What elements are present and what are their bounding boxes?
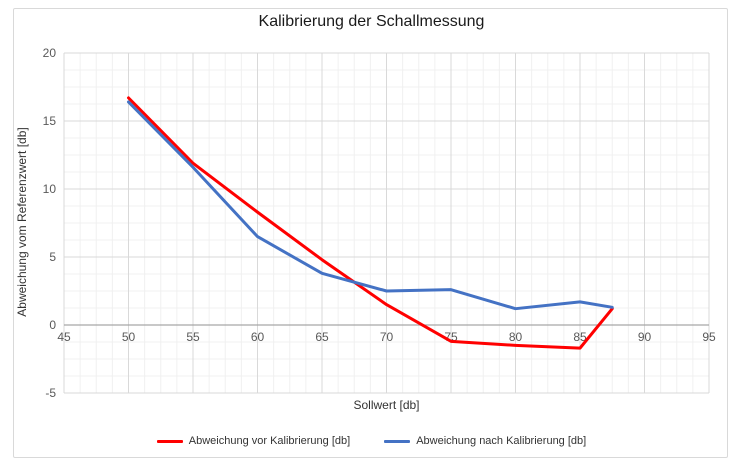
x-tick-label: 80 xyxy=(509,330,523,344)
y-tick-label: 0 xyxy=(49,318,56,332)
legend-line-swatch-blue xyxy=(384,439,411,443)
y-tick-label: 20 xyxy=(43,46,57,60)
legend-item-vor-kalibrierung[interactable]: Abweichung vor Kalibrierung [db] xyxy=(156,435,351,447)
y-tick-label: 10 xyxy=(43,182,57,196)
legend: Abweichung vor Kalibrierung [db] Abweich… xyxy=(13,435,730,447)
x-tick-label: 90 xyxy=(638,330,652,344)
x-axis-title: Sollwert [db] xyxy=(353,398,420,412)
x-tick-label: 45 xyxy=(57,330,71,344)
series-line-0[interactable] xyxy=(127,96,614,350)
y-tick-label: 15 xyxy=(43,114,57,128)
y-tick-label: 5 xyxy=(49,250,56,264)
x-tick-label: 55 xyxy=(186,330,200,344)
legend-label: Abweichung nach Kalibrierung [db] xyxy=(416,435,587,447)
series-line-1[interactable] xyxy=(127,100,614,311)
x-tick-label: 85 xyxy=(573,330,587,344)
y-tick-label: -5 xyxy=(45,386,56,400)
x-tick-label: 70 xyxy=(380,330,394,344)
chart-title: Kalibrierung der Schallmessung xyxy=(258,13,485,30)
x-tick-label: 60 xyxy=(251,330,265,344)
x-tick-label: 65 xyxy=(315,330,329,344)
x-tick-label: 95 xyxy=(702,330,716,344)
legend-line-swatch-red xyxy=(156,439,183,443)
legend-label: Abweichung vor Kalibrierung [db] xyxy=(188,435,351,447)
legend-item-nach-kalibrierung[interactable]: Abweichung nach Kalibrierung [db] xyxy=(384,435,586,447)
x-tick-label: 50 xyxy=(122,330,136,344)
